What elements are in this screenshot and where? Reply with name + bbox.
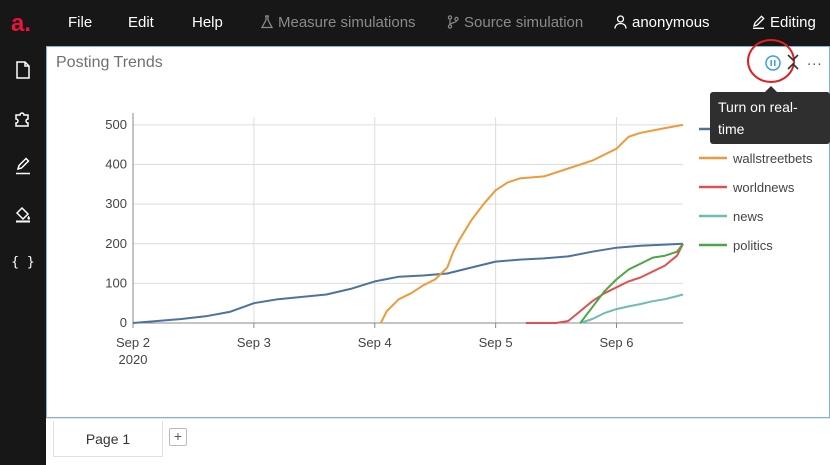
y-tick-label: 500: [105, 117, 127, 132]
editing-mode-label: Editing: [770, 14, 816, 31]
more-options-icon[interactable]: ...: [807, 52, 823, 69]
logo-letter: a.: [11, 10, 31, 36]
series-line-worldnews: [525, 243, 684, 324]
collapse-icon[interactable]: [786, 54, 800, 70]
x-tick-label: Sep 6: [600, 335, 634, 350]
widgets-button[interactable]: [11, 106, 35, 130]
puzzle-icon: [15, 112, 29, 127]
left-sidebar: { }: [0, 46, 46, 465]
measure-simulations-label: Measure simulations: [278, 14, 416, 31]
legend-label-politics: politics: [733, 238, 773, 253]
realtime-toggle-icon[interactable]: [764, 54, 782, 72]
series-line-wallstreetbets: [379, 123, 684, 324]
paint-bucket-icon: [15, 206, 30, 223]
top-bar: a. File Edit Help Measure simulations So…: [0, 0, 830, 46]
braces-icon[interactable]: { }: [11, 254, 35, 270]
y-tick-label: 300: [105, 196, 127, 211]
x-tick-label: Sep 5: [479, 335, 513, 350]
tooltip-line-1: Turn on real-: [718, 99, 798, 115]
x-year-label: 2020: [119, 352, 148, 367]
widget-title: Posting Trends: [56, 54, 163, 71]
edit-button[interactable]: [11, 154, 35, 178]
x-tick-label: Sep 3: [237, 335, 271, 350]
user-name: anonymous: [632, 14, 710, 31]
pencil-icon: [16, 157, 30, 175]
pencil-icon: [753, 15, 765, 29]
menu-edit[interactable]: Edit: [128, 14, 154, 31]
series-line-politics: [579, 243, 684, 324]
branch-icon: [447, 15, 459, 29]
flask-icon: [261, 15, 273, 29]
tooltip: Turn on real- time: [710, 86, 830, 144]
user-menu[interactable]: anonymous: [614, 14, 710, 31]
user-icon: [614, 15, 627, 29]
y-tick-label: 400: [105, 157, 127, 172]
style-button[interactable]: [11, 202, 35, 226]
source-simulation-label: Source simulation: [464, 14, 584, 31]
file-icon: [16, 61, 30, 79]
y-tick-label: 100: [105, 275, 127, 290]
page-tab-label: Page 1: [85, 430, 131, 447]
x-tick-label: Sep 2: [116, 335, 150, 350]
page-tab[interactable]: Page 1: [53, 421, 163, 457]
source-simulation-button[interactable]: Source simulation: [447, 14, 583, 31]
tooltip-line-2: time: [718, 121, 745, 137]
page-bar: Page 1 +: [46, 418, 830, 465]
add-page-button[interactable]: +: [169, 428, 187, 446]
measure-simulations-button[interactable]: Measure simulations: [261, 14, 416, 31]
x-tick-label: Sep 4: [358, 335, 392, 350]
legend-label-news: news: [733, 209, 764, 224]
posting-trends-widget: Posting Trends 0 100 200 300 400 500 Sep 2 Sep …: [46, 39, 830, 418]
series-line-news: [579, 293, 684, 324]
menu-file[interactable]: File: [68, 14, 93, 31]
app-logo-icon[interactable]: a.: [10, 10, 36, 36]
legend-label-wallstreetbets: wallstreetbets: [732, 151, 813, 166]
legend-label-worldnews: worldnews: [732, 180, 795, 195]
tooltip-arrow: [765, 86, 777, 92]
y-tick-label: 0: [120, 315, 127, 330]
y-tick-label: 200: [105, 236, 127, 251]
menu-help[interactable]: Help: [192, 14, 223, 31]
series-line-technology: [132, 242, 684, 324]
editing-mode-button[interactable]: Editing: [752, 14, 816, 31]
page-button[interactable]: [11, 58, 35, 82]
